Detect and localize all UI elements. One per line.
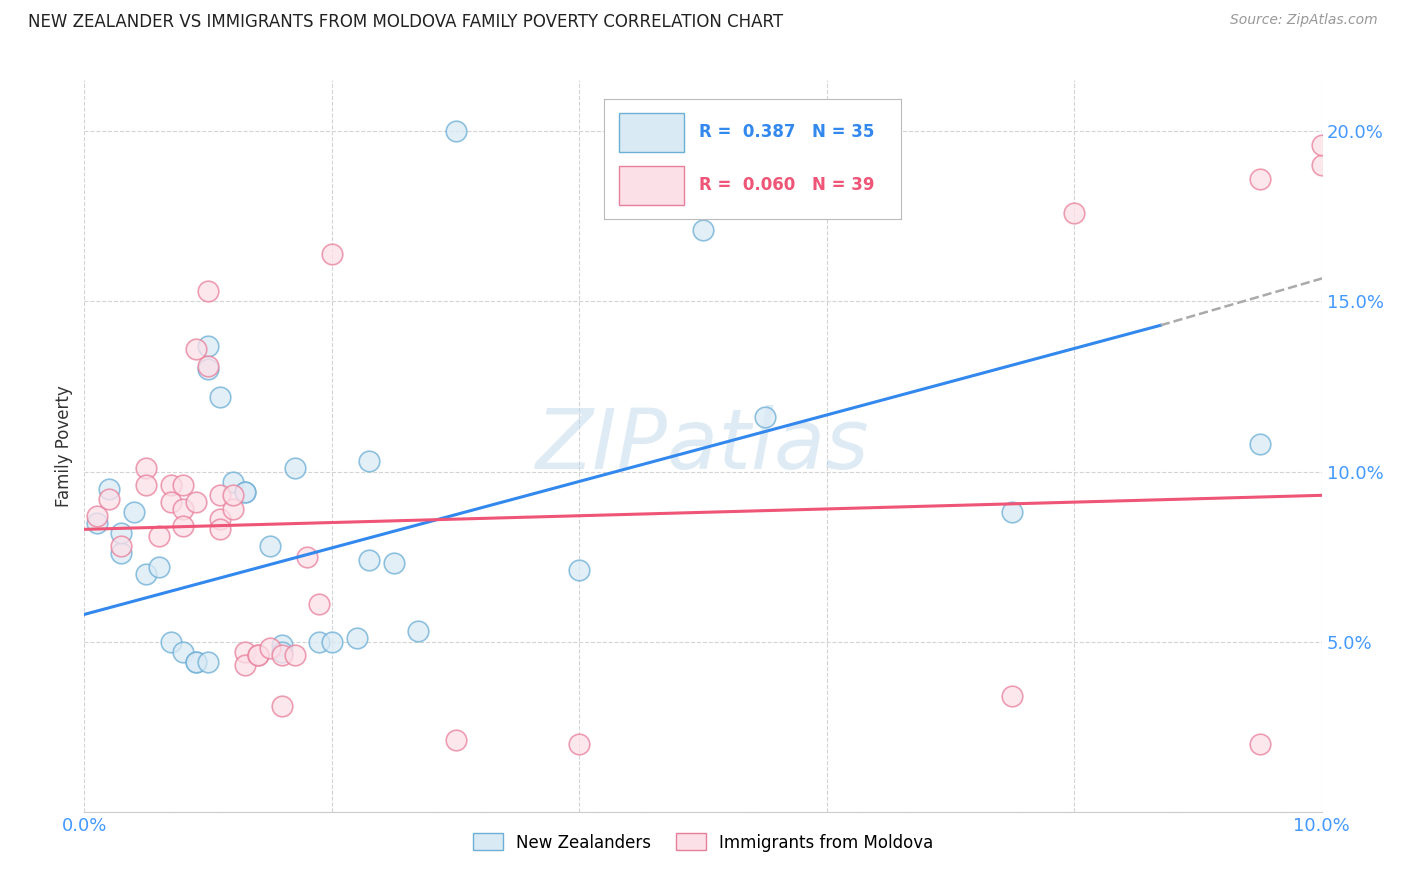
Point <box>308 597 330 611</box>
Point <box>568 737 591 751</box>
Point <box>197 362 219 376</box>
Point <box>754 410 776 425</box>
Point <box>271 648 294 663</box>
Point <box>135 478 157 492</box>
Point <box>1001 689 1024 703</box>
Point <box>1310 158 1333 172</box>
Point <box>209 512 232 526</box>
Point <box>209 522 232 536</box>
Point <box>148 559 170 574</box>
Point <box>160 478 183 492</box>
Point <box>382 557 405 571</box>
Point <box>295 549 318 564</box>
Point <box>110 540 132 554</box>
Point <box>1249 437 1271 451</box>
Point <box>122 505 145 519</box>
Point <box>184 655 207 669</box>
Point <box>172 478 194 492</box>
Point <box>1310 137 1333 152</box>
Point <box>160 634 183 648</box>
Point <box>135 461 157 475</box>
Point <box>408 624 430 639</box>
Point <box>246 648 269 663</box>
Legend: New Zealanders, Immigrants from Moldova: New Zealanders, Immigrants from Moldova <box>465 827 941 858</box>
Point <box>692 223 714 237</box>
Point <box>184 655 207 669</box>
Point <box>184 342 207 356</box>
Text: NEW ZEALANDER VS IMMIGRANTS FROM MOLDOVA FAMILY POVERTY CORRELATION CHART: NEW ZEALANDER VS IMMIGRANTS FROM MOLDOVA… <box>28 13 783 31</box>
Point <box>197 284 219 298</box>
Point <box>197 338 219 352</box>
Point <box>172 645 194 659</box>
Point <box>1249 172 1271 186</box>
Point <box>1001 505 1024 519</box>
Point <box>357 454 380 468</box>
Point <box>86 508 108 523</box>
Point <box>209 488 232 502</box>
Point <box>233 658 256 673</box>
Point <box>184 495 207 509</box>
Point <box>1063 206 1085 220</box>
Text: Source: ZipAtlas.com: Source: ZipAtlas.com <box>1230 13 1378 28</box>
Point <box>308 634 330 648</box>
Point <box>135 566 157 581</box>
Point <box>160 495 183 509</box>
Point <box>172 502 194 516</box>
Text: ZIPatlas: ZIPatlas <box>536 406 870 486</box>
Point <box>246 648 269 663</box>
Point <box>172 519 194 533</box>
Point <box>271 638 294 652</box>
Point <box>222 488 245 502</box>
Point <box>321 247 343 261</box>
Point <box>233 645 256 659</box>
Point <box>271 645 294 659</box>
Point <box>284 648 307 663</box>
Point <box>197 655 219 669</box>
Point <box>233 484 256 499</box>
Point <box>321 634 343 648</box>
Point <box>197 359 219 373</box>
Point <box>209 390 232 404</box>
Point <box>357 553 380 567</box>
Point <box>259 641 281 656</box>
Point <box>98 491 121 506</box>
Point <box>444 733 467 747</box>
Point <box>284 461 307 475</box>
Point <box>346 631 368 645</box>
Point <box>148 529 170 543</box>
Point <box>271 699 294 714</box>
Point <box>233 484 256 499</box>
Point <box>98 482 121 496</box>
Point <box>86 516 108 530</box>
Point <box>259 540 281 554</box>
Y-axis label: Family Poverty: Family Poverty <box>55 385 73 507</box>
Point <box>110 525 132 540</box>
Point <box>568 563 591 577</box>
Point <box>1249 737 1271 751</box>
Point <box>222 502 245 516</box>
Point <box>110 546 132 560</box>
Point <box>444 124 467 138</box>
Point <box>222 475 245 489</box>
